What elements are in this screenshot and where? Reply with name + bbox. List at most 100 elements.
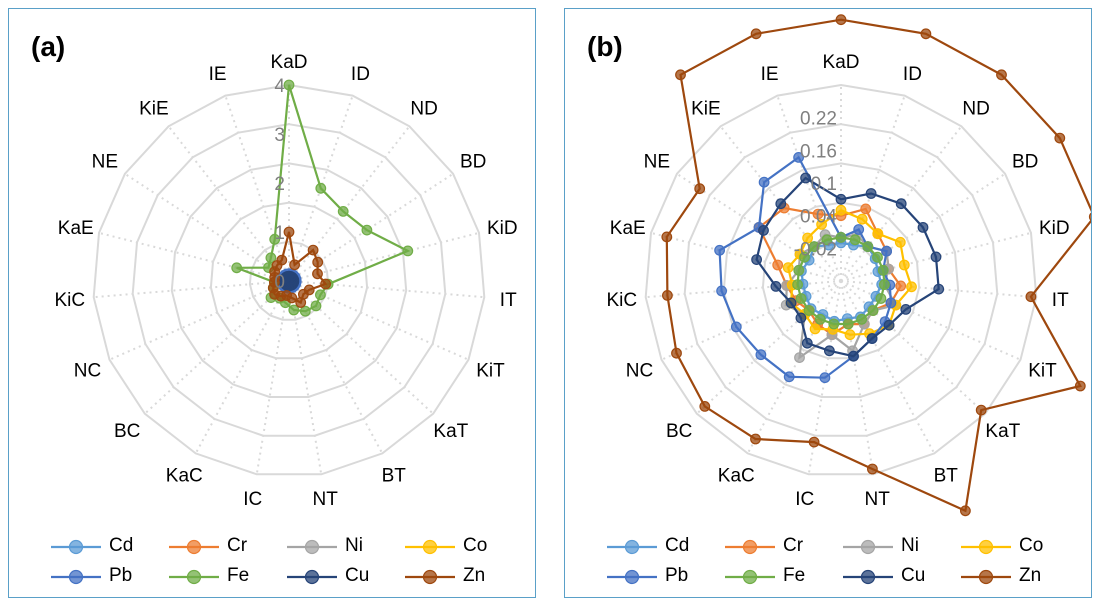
category-label: KaD xyxy=(823,52,860,73)
data-point xyxy=(898,259,910,271)
category-label: IC xyxy=(243,489,262,510)
data-point xyxy=(1088,212,1091,222)
grid-spoke xyxy=(840,95,906,282)
data-point xyxy=(809,323,821,335)
grid-spoke xyxy=(288,280,323,475)
grid-spoke xyxy=(93,280,290,299)
category-label: KaT xyxy=(433,421,468,442)
data-point xyxy=(835,231,847,243)
series-zn xyxy=(267,226,332,308)
grid-spoke xyxy=(144,280,290,415)
data-point xyxy=(231,262,243,274)
data-point xyxy=(906,281,917,293)
grid-spoke xyxy=(645,280,842,299)
data-point xyxy=(800,172,812,184)
data-point xyxy=(866,333,878,344)
data-point xyxy=(856,213,868,225)
category-label: NC xyxy=(626,360,653,381)
category-label: KiD xyxy=(487,218,518,239)
radial-tick-label: 2 xyxy=(274,174,285,195)
category-label: KiT xyxy=(1028,360,1057,381)
category-label: IC xyxy=(795,489,814,510)
category-label: KiC xyxy=(54,290,85,311)
grid-ring xyxy=(170,162,408,398)
grid-spoke xyxy=(696,280,842,415)
legend-swatch xyxy=(51,539,101,555)
data-point xyxy=(885,297,897,309)
data-point xyxy=(750,28,762,40)
legend-row: Cd Cr Ni Co xyxy=(49,534,509,560)
data-point xyxy=(1025,291,1037,303)
category-label: IT xyxy=(1052,290,1069,311)
data-point xyxy=(289,259,301,271)
category-label: BT xyxy=(934,465,959,486)
data-point xyxy=(814,313,826,325)
grid-ring xyxy=(92,83,486,476)
legend-label: Ni xyxy=(345,535,363,556)
legend-swatch xyxy=(725,539,775,555)
data-point xyxy=(755,349,767,361)
category-label: NC xyxy=(74,360,101,381)
grid-spoke xyxy=(98,231,290,282)
category-label: IT xyxy=(500,290,517,311)
data-point xyxy=(730,321,742,333)
grid-spoke xyxy=(288,280,384,454)
category-label: ND xyxy=(410,98,437,119)
radial-tick-label: 0 xyxy=(274,272,285,293)
data-point xyxy=(835,193,847,205)
grid-ring xyxy=(644,83,1038,476)
data-point xyxy=(794,352,805,364)
data-point xyxy=(288,304,300,316)
data-point xyxy=(808,241,820,253)
legend-swatch xyxy=(607,569,657,585)
grid-spoke xyxy=(288,231,480,282)
data-point xyxy=(844,329,856,341)
radial-tick-label: 0.22 xyxy=(800,109,837,130)
data-point xyxy=(801,337,813,349)
data-point xyxy=(770,281,782,292)
category-label: IE xyxy=(209,64,227,85)
data-point xyxy=(661,290,673,301)
legend-label: Co xyxy=(463,535,488,556)
grid-spoke xyxy=(288,280,434,415)
category-label: KaE xyxy=(610,218,646,239)
legend-label: Fe xyxy=(227,565,250,586)
grid-spoke xyxy=(746,280,842,454)
grid-spoke xyxy=(719,125,842,282)
category-label: BC xyxy=(114,421,140,442)
grid-spoke xyxy=(109,280,290,361)
data-point xyxy=(881,245,893,257)
data-point xyxy=(856,313,868,325)
data-point xyxy=(828,318,840,330)
grid-spoke xyxy=(167,125,290,282)
legend-swatch xyxy=(843,569,893,585)
grid-spoke xyxy=(288,280,485,299)
grid-spoke xyxy=(840,280,936,454)
radial-tick-label: -0.02 xyxy=(794,239,837,260)
series-cu xyxy=(751,172,945,362)
legend-swatch xyxy=(169,569,219,585)
radial-tick-label: 0.16 xyxy=(800,141,837,162)
legend-swatch xyxy=(725,569,775,585)
data-point xyxy=(824,345,835,357)
data-point xyxy=(793,264,805,276)
data-point xyxy=(842,318,854,330)
category-label: NE xyxy=(92,152,118,173)
radial-tick-label: 3 xyxy=(274,125,285,146)
data-point xyxy=(802,232,814,244)
category-label: KaC xyxy=(166,465,203,486)
data-point xyxy=(821,234,833,246)
data-point xyxy=(782,262,794,274)
data-point xyxy=(835,14,847,26)
legend-swatch xyxy=(287,569,337,585)
legend-label: Fe xyxy=(783,565,806,586)
data-point xyxy=(812,208,824,220)
legend-label: Cu xyxy=(345,565,370,586)
grid-spoke xyxy=(194,280,290,454)
legend-swatch xyxy=(607,539,657,555)
data-point xyxy=(853,224,865,235)
grid-spoke xyxy=(840,280,875,475)
data-point xyxy=(320,278,332,290)
panel-label-b: (b) xyxy=(587,31,623,62)
data-point xyxy=(661,231,673,243)
